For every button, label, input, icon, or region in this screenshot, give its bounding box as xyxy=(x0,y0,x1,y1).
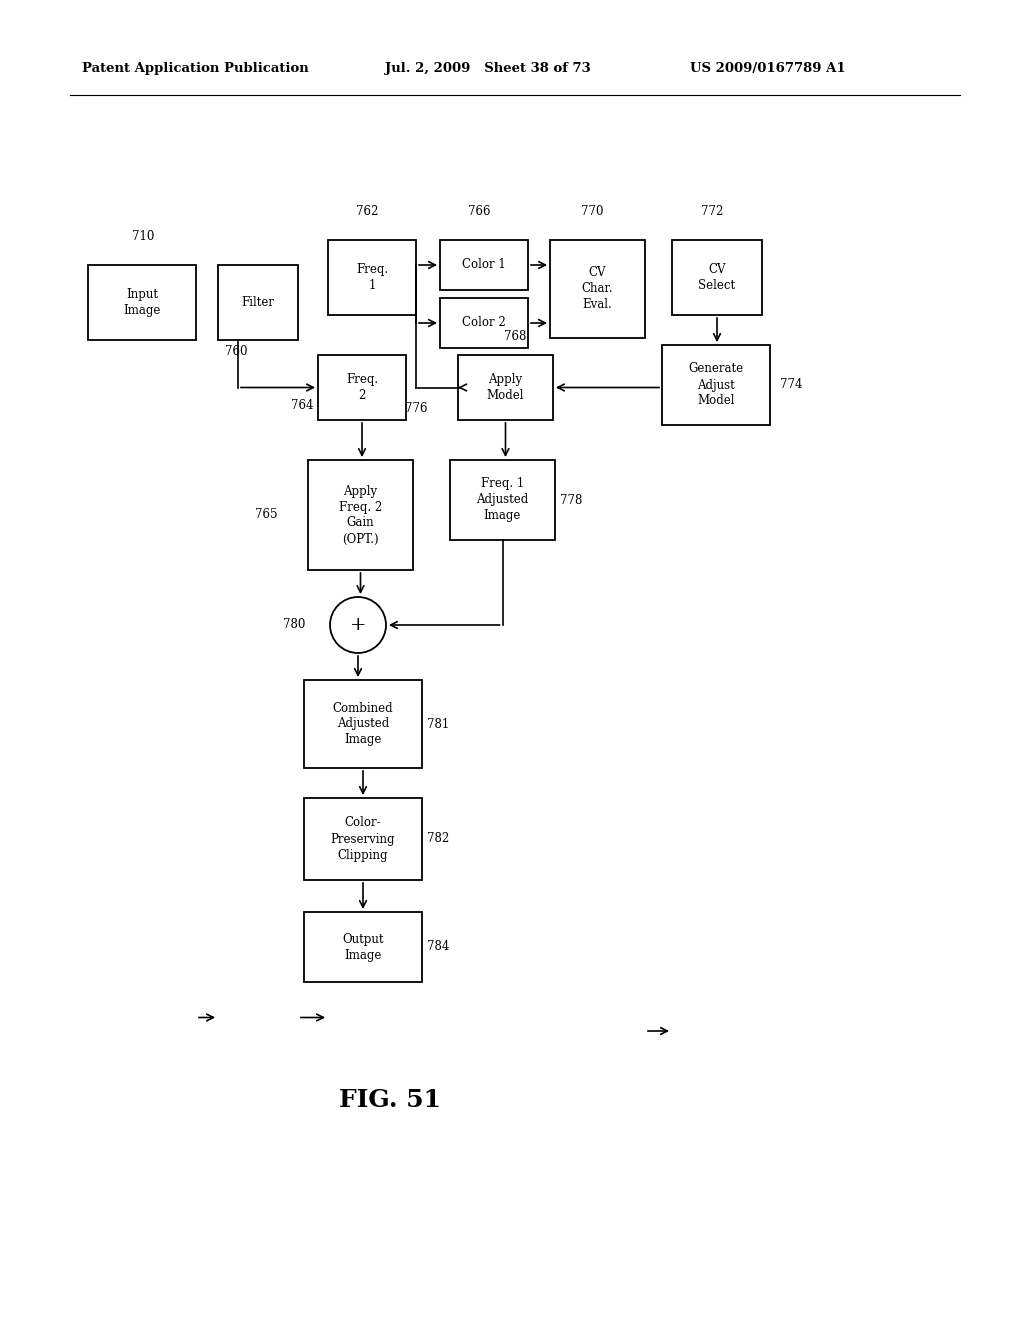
Text: Input
Image: Input Image xyxy=(123,288,161,317)
Text: 766: 766 xyxy=(468,205,490,218)
Text: CV
Select: CV Select xyxy=(698,263,735,292)
Bar xyxy=(308,459,413,570)
Text: Patent Application Publication: Patent Application Publication xyxy=(82,62,309,75)
Bar xyxy=(662,345,770,425)
Text: 781: 781 xyxy=(427,718,450,730)
Bar xyxy=(218,265,298,341)
Text: US 2009/0167789 A1: US 2009/0167789 A1 xyxy=(690,62,846,75)
Text: 778: 778 xyxy=(560,494,583,507)
Text: Freq.
1: Freq. 1 xyxy=(356,263,388,292)
Text: 784: 784 xyxy=(427,940,450,953)
Bar xyxy=(304,912,422,982)
Text: Filter: Filter xyxy=(242,296,274,309)
Text: Apply
Model: Apply Model xyxy=(486,374,524,403)
Text: Apply
Freq. 2
Gain
(OPT.): Apply Freq. 2 Gain (OPT.) xyxy=(339,484,382,545)
Text: Color-
Preserving
Clipping: Color- Preserving Clipping xyxy=(331,817,395,862)
Text: 780: 780 xyxy=(283,619,305,631)
Text: 776: 776 xyxy=(406,403,428,414)
Bar xyxy=(550,240,645,338)
Text: Freq.
2: Freq. 2 xyxy=(346,374,378,403)
Text: 770: 770 xyxy=(582,205,604,218)
Text: 760: 760 xyxy=(224,345,247,358)
Text: 710: 710 xyxy=(132,230,155,243)
Bar xyxy=(328,240,416,315)
Text: Output
Image: Output Image xyxy=(342,932,384,961)
Bar xyxy=(450,459,555,540)
Text: CV
Char.
Eval.: CV Char. Eval. xyxy=(582,267,613,312)
Text: Combined
Adjusted
Image: Combined Adjusted Image xyxy=(333,701,393,747)
Text: Color 1: Color 1 xyxy=(462,259,506,272)
Text: 768: 768 xyxy=(504,330,526,343)
Text: +: + xyxy=(350,616,367,634)
Text: Color 2: Color 2 xyxy=(462,317,506,330)
Text: 782: 782 xyxy=(427,833,450,846)
Bar xyxy=(318,355,406,420)
Text: 762: 762 xyxy=(355,205,378,218)
Text: Jul. 2, 2009   Sheet 38 of 73: Jul. 2, 2009 Sheet 38 of 73 xyxy=(385,62,591,75)
Bar xyxy=(304,799,422,880)
Text: Freq. 1
Adjusted
Image: Freq. 1 Adjusted Image xyxy=(476,478,528,523)
Bar xyxy=(304,680,422,768)
Bar xyxy=(440,298,528,348)
Text: 774: 774 xyxy=(780,379,803,392)
Bar xyxy=(458,355,553,420)
Bar xyxy=(88,265,196,341)
Bar xyxy=(672,240,762,315)
Text: 765: 765 xyxy=(256,508,278,521)
Text: Generate
Adjust
Model: Generate Adjust Model xyxy=(688,363,743,408)
Text: 772: 772 xyxy=(700,205,723,218)
Bar xyxy=(440,240,528,290)
Text: 764: 764 xyxy=(291,399,313,412)
Text: FIG. 51: FIG. 51 xyxy=(339,1088,441,1111)
